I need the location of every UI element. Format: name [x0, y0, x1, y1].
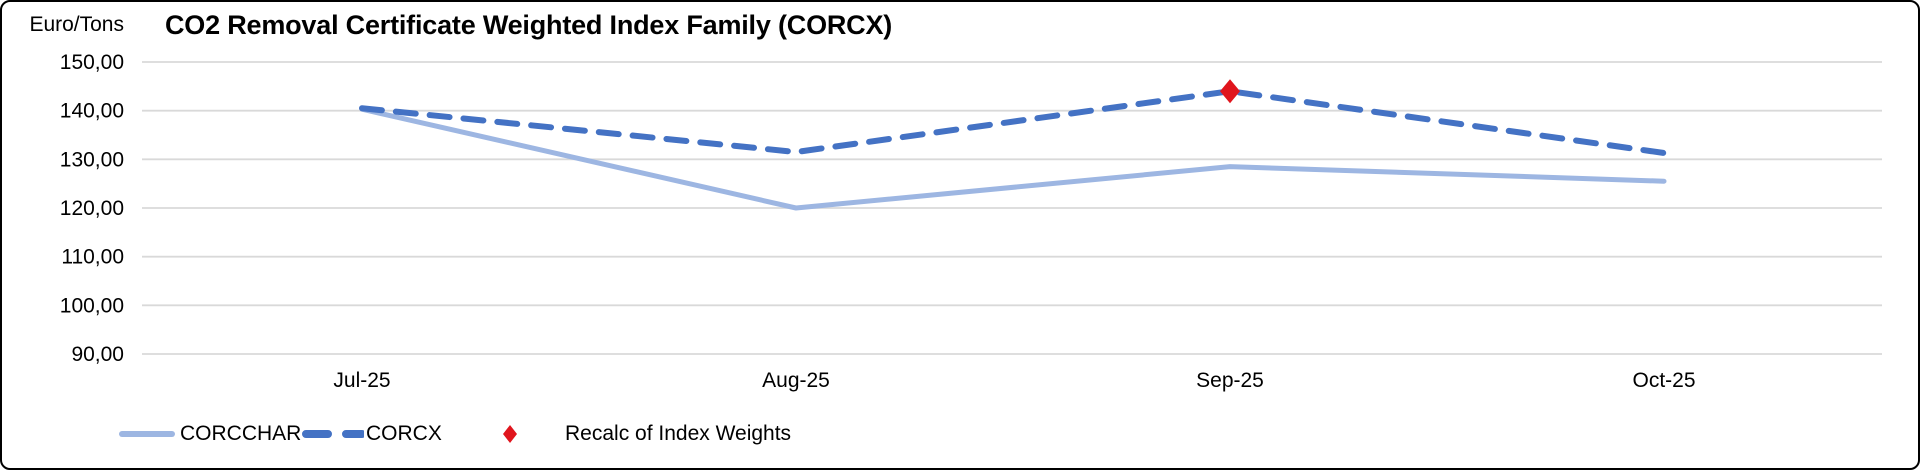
legend-item-corcx: CORCX [302, 421, 442, 447]
legend-label-corcx: CORCX [366, 422, 442, 445]
corcx-dashed-swatch-icon [302, 430, 364, 438]
series-line-corcx [359, 88, 1667, 157]
y-axis-units-label: Euro/Tons [29, 13, 124, 36]
y-tick-label: 140,00 [60, 100, 124, 123]
legend-item-corcchar: CORCCHAR [118, 421, 301, 447]
chart-title: CO2 Removal Certificate Weighted Index F… [165, 10, 893, 40]
recalc-marker-diamond [1220, 79, 1240, 104]
y-tick-label: 130,00 [60, 148, 124, 171]
x-tick-label: Aug-25 [762, 369, 830, 392]
y-tick-label: 90,00 [71, 343, 124, 366]
legend-label-corcchar: CORCCHAR [180, 422, 302, 445]
y-tick-label: 100,00 [60, 294, 124, 317]
y-tick-label: 110,00 [61, 246, 124, 269]
recalc-diamond-icon [503, 425, 517, 443]
x-tick-label: Oct-25 [1632, 369, 1695, 392]
y-tick-label: 120,00 [60, 197, 124, 220]
y-tick-label: 150,00 [60, 51, 124, 74]
x-tick-label: Sep-25 [1196, 369, 1264, 392]
series-line-corcchar [359, 106, 1667, 211]
corcchar-line-swatch-icon [119, 431, 175, 437]
legend-label-recalc: Recalc of Index Weights [565, 422, 792, 445]
x-tick-label: Jul-25 [333, 369, 390, 392]
legend-item-recalc: Recalc of Index Weights [501, 421, 791, 447]
